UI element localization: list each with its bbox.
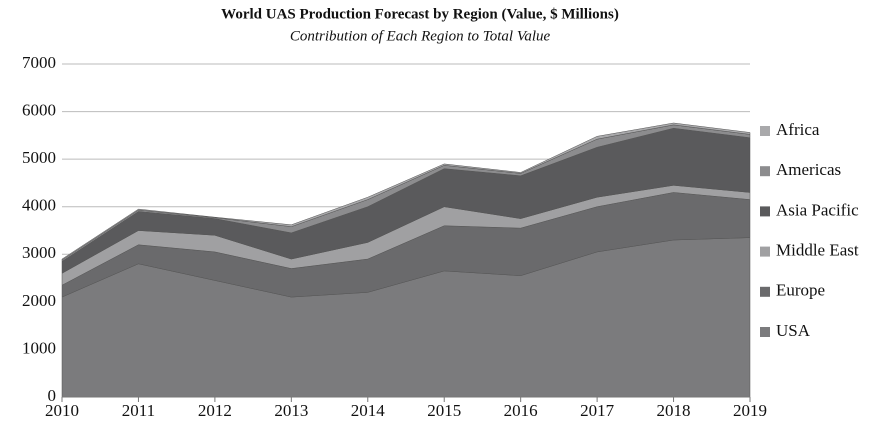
legend-swatch: [760, 246, 770, 257]
x-tick-label: 2010: [45, 401, 79, 420]
x-tick-label: 2019: [733, 401, 767, 420]
chart-subtitle: Contribution of Each Region to Total Val…: [290, 28, 551, 44]
x-tick-label: 2017: [580, 401, 615, 420]
x-tick-label: 2018: [657, 401, 691, 420]
y-tick-label: 1000: [22, 338, 56, 357]
y-tick-label: 0: [48, 386, 57, 405]
x-tick-label: 2016: [504, 401, 538, 420]
y-tick-label: 2000: [22, 291, 56, 310]
y-tick-label: 7000: [22, 53, 56, 72]
legend-label: Europe: [776, 281, 825, 300]
legend-label: Americas: [776, 160, 841, 179]
legend-label: Middle East: [776, 241, 859, 260]
y-tick-label: 4000: [22, 196, 56, 215]
x-tick-label: 2011: [122, 401, 155, 420]
area: [61, 122, 751, 261]
y-tick-label: 6000: [22, 100, 56, 119]
y-tick-label: 3000: [22, 243, 56, 262]
chart-title: World UAS Production Forecast by Region …: [221, 6, 619, 22]
y-tick-label: 5000: [22, 148, 56, 167]
legend-label: Africa: [776, 120, 820, 139]
legend-swatch: [760, 286, 770, 297]
legend-swatch: [760, 126, 770, 136]
legend-swatch: [760, 206, 770, 217]
x-tick-label: 2013: [274, 401, 308, 420]
x-tick-label: 2015: [427, 401, 461, 420]
x-tick-label: 2012: [198, 401, 232, 420]
legend-label: USA: [776, 321, 811, 340]
x-tick-label: 2014: [351, 401, 386, 420]
legend-swatch: [760, 327, 770, 337]
legend-label: Asia Pacific: [776, 200, 859, 219]
legend-swatch: [760, 166, 770, 177]
